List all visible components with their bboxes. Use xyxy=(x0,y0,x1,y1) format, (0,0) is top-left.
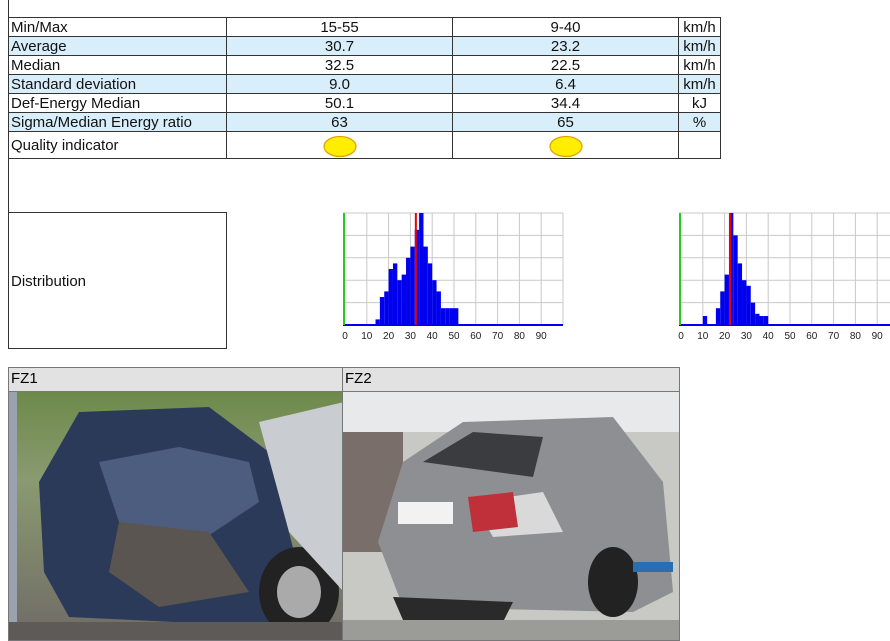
cell xyxy=(678,131,721,159)
cell-value: 23.2 xyxy=(452,36,679,56)
photo xyxy=(8,391,343,641)
histogram-bar xyxy=(401,274,407,325)
x-tick-label: 90 xyxy=(536,331,548,342)
histogram-bar xyxy=(715,308,721,325)
x-tick-label: 10 xyxy=(697,331,709,342)
row-label: Def-Energy Median xyxy=(8,93,227,113)
x-tick-label: 80 xyxy=(514,331,526,342)
cell-value: 34.4 xyxy=(452,93,679,113)
histogram-bar xyxy=(763,316,769,325)
histogram-bar xyxy=(379,297,385,325)
row-label: Median xyxy=(8,55,227,75)
cell-value: 30.7 xyxy=(226,36,453,56)
histogram-bar xyxy=(423,246,428,325)
histogram-bar xyxy=(454,308,459,325)
x-tick-label: 80 xyxy=(850,331,862,342)
photo xyxy=(342,391,680,641)
histogram-bar xyxy=(759,316,764,325)
cell-value: 65 xyxy=(452,112,679,132)
row-label: Sigma/Median Energy ratio xyxy=(8,112,227,132)
x-tick-label: 40 xyxy=(427,331,439,342)
cell-value: 32.5 xyxy=(226,55,453,75)
histograms: 0 10 20 30 40 50 60 70 80 90 0 10 20 30 40 50 60 70 80 90 xyxy=(342,212,890,342)
cell-value: 6.4 xyxy=(452,74,679,94)
cell-value: km/h xyxy=(678,36,721,56)
distribution-label: Distribution xyxy=(8,212,227,349)
x-tick-label: 0 xyxy=(678,331,684,342)
histogram-bar xyxy=(436,291,441,325)
histogram-bar xyxy=(720,291,725,325)
x-tick-label: 50 xyxy=(448,331,460,342)
histogram-bar xyxy=(375,319,380,325)
histogram-bar xyxy=(419,213,424,325)
histogram-bar xyxy=(702,316,708,325)
cell-value: 15-55 xyxy=(226,17,453,37)
histogram-bar xyxy=(733,235,738,325)
cell-value: km/h xyxy=(678,74,721,94)
cell-value: % xyxy=(678,112,721,132)
histogram-bar xyxy=(427,263,433,325)
row-label: Quality indicator xyxy=(8,131,227,159)
cell-value: 9.0 xyxy=(226,74,453,94)
cell-value: 22.5 xyxy=(452,55,679,75)
cell-value: 50.1 xyxy=(226,93,453,113)
cell xyxy=(452,131,679,159)
histogram-bar xyxy=(737,263,743,325)
histogram-bar xyxy=(742,280,747,325)
x-tick-label: 90 xyxy=(872,331,884,342)
row-label: Standard deviation xyxy=(8,74,227,94)
histogram-bar xyxy=(410,246,415,325)
x-tick-label: 10 xyxy=(361,331,373,342)
histogram-bar xyxy=(750,302,756,325)
cell xyxy=(226,131,453,159)
row-label: Average xyxy=(8,36,227,56)
histogram-bar xyxy=(397,280,402,325)
histogram-bar xyxy=(755,313,760,325)
x-tick-label: 30 xyxy=(405,331,417,342)
x-tick-label: 20 xyxy=(719,331,731,342)
x-tick-label: 40 xyxy=(763,331,775,342)
x-tick-label: 70 xyxy=(492,331,504,342)
histogram-bar xyxy=(445,308,450,325)
x-tick-label: 60 xyxy=(470,331,482,342)
histogram-bar xyxy=(384,291,389,325)
histogram-bar xyxy=(414,229,420,325)
cell-value: kJ xyxy=(678,93,721,113)
x-tick-label: 60 xyxy=(806,331,818,342)
histogram-bar xyxy=(392,263,398,325)
cell-value: km/h xyxy=(678,55,721,75)
row-label: Min/Max xyxy=(8,17,227,37)
x-tick-label: 30 xyxy=(741,331,753,342)
histogram-bar xyxy=(440,308,446,325)
histogram-bar xyxy=(724,274,729,325)
histogram-bar xyxy=(746,285,751,325)
border xyxy=(8,0,9,17)
quality-indicator xyxy=(322,135,357,158)
photo-label: FZ2 xyxy=(342,367,680,392)
x-tick-label: 0 xyxy=(342,331,348,342)
x-tick-label: 50 xyxy=(784,331,796,342)
histogram-bar xyxy=(728,213,734,325)
histogram-bar xyxy=(449,308,454,325)
histogram-bar xyxy=(406,257,411,325)
quality-indicator xyxy=(548,135,583,158)
x-tick-label: 20 xyxy=(383,331,395,342)
x-tick-label: 70 xyxy=(828,331,840,342)
border xyxy=(8,158,9,212)
histogram-bar xyxy=(388,269,393,325)
cell-value: km/h xyxy=(678,17,721,37)
cell-value: 63 xyxy=(226,112,453,132)
histogram-bar xyxy=(432,280,437,325)
cell-value: 9-40 xyxy=(452,17,679,37)
photo-label: FZ1 xyxy=(8,367,343,392)
